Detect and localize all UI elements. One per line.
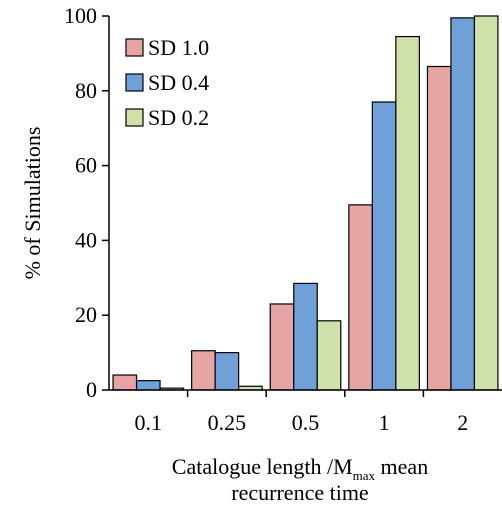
x-axis-title-prefix: Catalogue length /M: [172, 454, 353, 479]
x-tick-label: 0.5: [292, 410, 320, 435]
bar-sd-0-2-0_5: [316, 320, 342, 391]
x-ticks-group: 0.1 0.25 0.5 1 2: [135, 390, 468, 435]
y-tick-label: 60: [75, 153, 97, 178]
x-tick-label: 2: [457, 410, 468, 435]
x-tick-label: 0.25: [208, 410, 247, 435]
legend-label: SD 1.0: [148, 35, 209, 60]
x-tick-label: 0.1: [135, 410, 163, 435]
bar-sd-1-0-0_1: [112, 374, 138, 391]
legend-swatch: [125, 73, 144, 92]
bar-sd-0-2-2: [473, 15, 499, 391]
bar-sd-0-2-1: [395, 35, 420, 391]
bar-sd-1-0-0_25: [191, 350, 216, 391]
bar-sd-0-4-0_25: [214, 352, 240, 391]
bar-sd-0-4-2: [450, 17, 476, 391]
legend-swatch: [125, 108, 144, 127]
x-axis-title-line2: recurrence time: [231, 480, 368, 505]
bar-sd-1-0-2: [426, 65, 452, 391]
legend-label: SD 0.2: [148, 105, 209, 130]
bar-sd-1-0-1: [348, 204, 373, 391]
bar-sd-1-0-0_5: [269, 303, 295, 391]
y-tick-label: 100: [64, 3, 97, 28]
y-axis-title: % of Simulations: [20, 127, 45, 280]
legend-swatch: [125, 38, 144, 57]
x-tick-label: 1: [379, 410, 390, 435]
y-tick-label: 20: [75, 302, 97, 327]
y-ticks-group: 0 20 40 60 80 100: [64, 3, 109, 402]
bar-sd-0-4-0_1: [135, 380, 161, 391]
bar-sd-0-4-0_5: [293, 282, 318, 391]
x-axis-title-suffix: mean: [375, 454, 428, 479]
legend-label: SD 0.4: [148, 70, 209, 95]
bar-sd-0-4-1: [371, 101, 397, 391]
y-tick-label: 80: [75, 78, 97, 103]
x-axis-title-line1: Catalogue length /Mmax mean: [172, 454, 428, 483]
x-axis-title-subscript: max: [353, 468, 376, 483]
legend: SD 1.0 SD 0.4 SD 0.2: [125, 35, 209, 130]
y-tick-label: 0: [86, 377, 97, 402]
axes-group: [108, 16, 502, 391]
y-tick-label: 40: [75, 227, 97, 252]
